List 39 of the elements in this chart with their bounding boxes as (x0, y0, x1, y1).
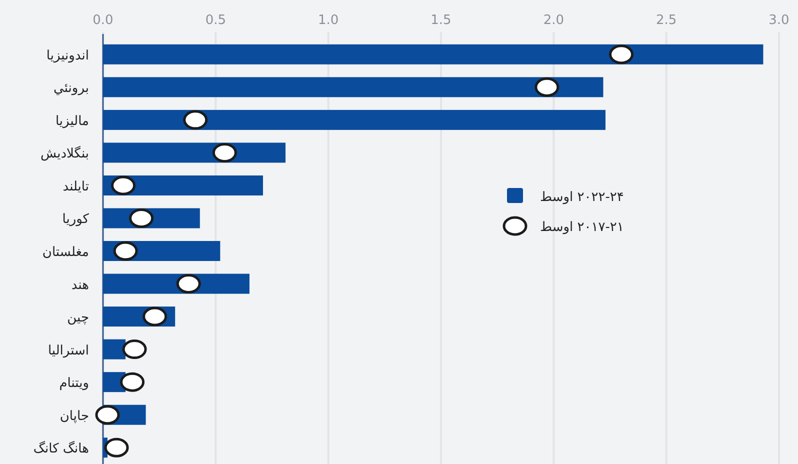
point (183, 110, 208, 130)
y-tick-label: هانگ کانگ (33, 440, 90, 457)
point (95, 405, 120, 425)
y-tick-label: بنگلادیش (40, 146, 89, 162)
x-tick-label: 0.5 (205, 13, 226, 28)
x-tick-label: 1.5 (430, 13, 452, 28)
point (122, 340, 147, 360)
y-tick-label: هند (71, 278, 90, 293)
point (129, 208, 154, 228)
y-tick-label: جاپان (60, 408, 89, 424)
point (120, 372, 145, 392)
point (609, 44, 634, 64)
point (142, 306, 168, 326)
point (212, 142, 237, 162)
y-tick-label: ویتنام (59, 376, 89, 392)
y-tick-label: مغلستان (42, 245, 89, 260)
x-tick-label: 2.5 (656, 13, 677, 28)
y-tick-label: مالیزیا (55, 114, 89, 129)
bar (103, 44, 764, 64)
point (111, 176, 136, 196)
legend-label: ۲۰۱۷-۲۱ اوسط (540, 220, 624, 235)
x-tick-label: 1.0 (318, 13, 339, 28)
x-tick-label: 3.0 (768, 13, 790, 28)
bar (103, 110, 606, 130)
x-tick-label: 2.0 (543, 13, 564, 28)
y-tick-label: چین (67, 310, 89, 326)
point (176, 274, 201, 294)
point (113, 241, 138, 261)
x-tick-label: 0.0 (92, 13, 114, 28)
point (534, 77, 560, 97)
bar (103, 339, 126, 360)
legend-label: ۲۰۲۲-۲۴ اوسط (540, 190, 624, 205)
y-tick-label: کوریا (62, 212, 90, 228)
y-tick-label: تایلند (62, 179, 90, 194)
y-tick-label: برونئي (54, 81, 89, 96)
y-tick-label: استرالیا (48, 343, 89, 358)
y-tick-label: اندونیزیا (46, 48, 89, 64)
bar (103, 77, 604, 98)
point (104, 438, 129, 458)
